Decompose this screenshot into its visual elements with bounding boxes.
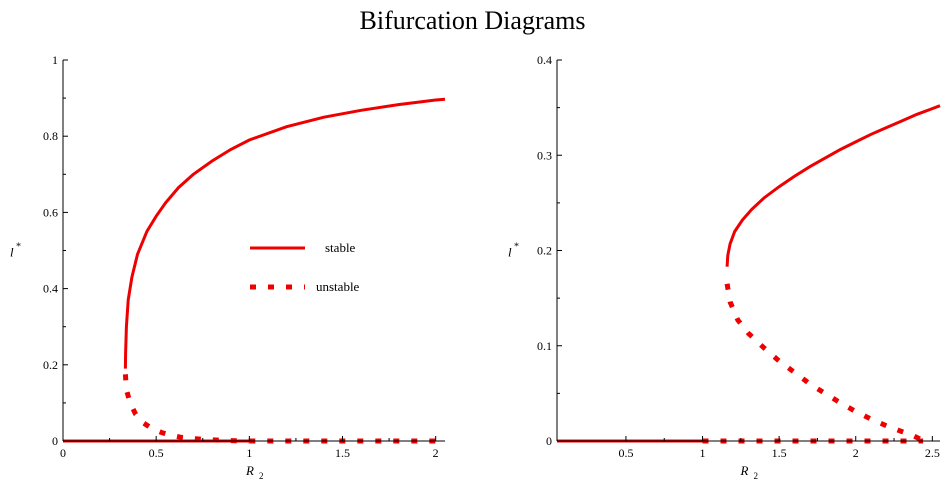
x-tick-label: 1.5: [335, 446, 350, 460]
x-tick-label: 0.5: [618, 446, 633, 460]
y-tick-label: 0.2: [43, 358, 58, 372]
y-axis-label: l: [508, 245, 512, 260]
legend-label-solid: stable: [325, 240, 356, 255]
x-tick-label: 0.5: [149, 446, 164, 460]
y-tick-label: 0.4: [537, 53, 552, 67]
figure-title: Bifurcation Diagrams: [359, 6, 586, 35]
y-tick-label: 0.2: [537, 244, 552, 258]
x-tick-label: 1: [700, 446, 706, 460]
series-solid-3: [725, 104, 941, 267]
series-dotted-4: [122, 374, 250, 444]
y-axis-label: l: [10, 245, 14, 260]
y-tick-label: 0.1: [537, 339, 552, 353]
y-tick-label: 0: [52, 434, 58, 448]
y-tick-label: 0: [546, 434, 552, 448]
legend-label-dotted: unstable: [316, 279, 360, 294]
chart-panel-2: 0.5 1 1.5 2 2.500.10.20.30.4R 2l *: [508, 53, 941, 481]
y-axis-label-superscript: *: [16, 242, 21, 253]
x-tick-label: 1: [246, 446, 252, 460]
y-tick-label: 0.8: [43, 129, 58, 143]
x-tick-label: 2: [853, 446, 859, 460]
chart-panel-1: 0 0.5 1 1.5 200.20.40.60.81R 2l * stableunstabl…: [10, 53, 446, 481]
x-axis-label: R: [245, 463, 254, 478]
y-tick-label: 0.6: [43, 205, 58, 219]
series-dotted-4: [724, 283, 925, 444]
y-axis-label-superscript: *: [514, 242, 519, 253]
y-tick-label: 0.4: [43, 282, 58, 296]
x-axis-label-subscript: 2: [754, 471, 759, 481]
x-axis-label-subscript: 2: [259, 471, 264, 481]
series-solid-3: [123, 97, 446, 369]
x-tick-label: 0: [60, 446, 66, 460]
x-tick-label: 2.5: [925, 446, 940, 460]
x-tick-label: 1.5: [772, 446, 787, 460]
y-tick-label: 1: [52, 53, 58, 67]
y-tick-label: 0.3: [537, 148, 552, 162]
x-tick-label: 2: [433, 446, 439, 460]
x-axis-label: R: [740, 463, 749, 478]
